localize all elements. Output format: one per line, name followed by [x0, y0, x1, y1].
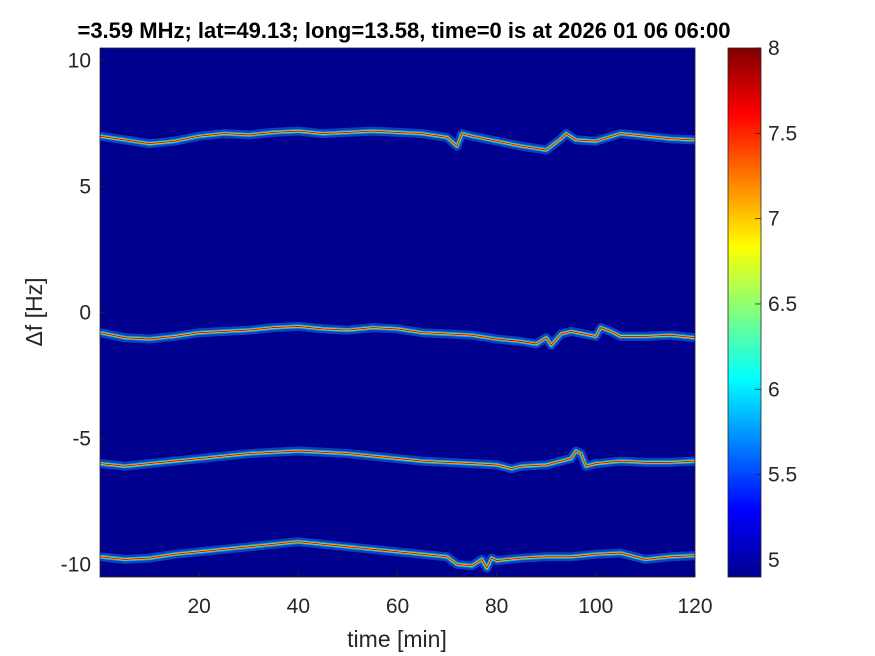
colorbar-tick-label: 7.5: [768, 122, 797, 145]
colorbar-tick-label: 7: [768, 208, 780, 231]
x-axis-label: time [min]: [347, 626, 447, 652]
x-tick-label: 60: [386, 595, 409, 618]
y-axis-ticks: -10 -5 0 5 10: [61, 50, 106, 576]
colorbar: [727, 47, 762, 578]
colorbar-tick-label: 5.5: [768, 464, 797, 487]
plot-background: [100, 48, 695, 577]
x-axis-ticks: 20 40 60 80 100 120: [187, 571, 713, 618]
chart-title: =3.59 MHz; lat=49.13; long=13.58, time=0…: [77, 18, 730, 43]
y-tick-label: -5: [72, 427, 91, 450]
colorbar-tick-label: 6.5: [768, 293, 797, 316]
x-tick-label: 80: [485, 595, 508, 618]
y-tick-label: 10: [68, 50, 91, 73]
y-axis-label: Δf [Hz]: [21, 277, 47, 346]
y-tick-label: 0: [79, 302, 91, 325]
colorbar-ticks: 5 5.5 6 6.5 7 7.5 8: [755, 37, 797, 572]
x-tick-label: 100: [578, 595, 613, 618]
colorbar-tick-label: 6: [768, 378, 780, 401]
y-tick-label: 5: [79, 176, 91, 199]
colorbar-tick-label: 8: [768, 37, 780, 60]
colorbar-tick-label: 5: [768, 549, 780, 572]
x-tick-label: 40: [287, 595, 310, 618]
trace-layer: [99, 126, 696, 573]
trace-peak-2: [99, 450, 696, 470]
x-tick-label: 120: [677, 595, 712, 618]
y-tick-label: -10: [61, 553, 91, 576]
trace-peak-0: [99, 130, 696, 151]
x-tick-label: 20: [187, 595, 210, 618]
trace-peak-1: [99, 325, 696, 346]
trace-peak-3: [99, 541, 696, 569]
